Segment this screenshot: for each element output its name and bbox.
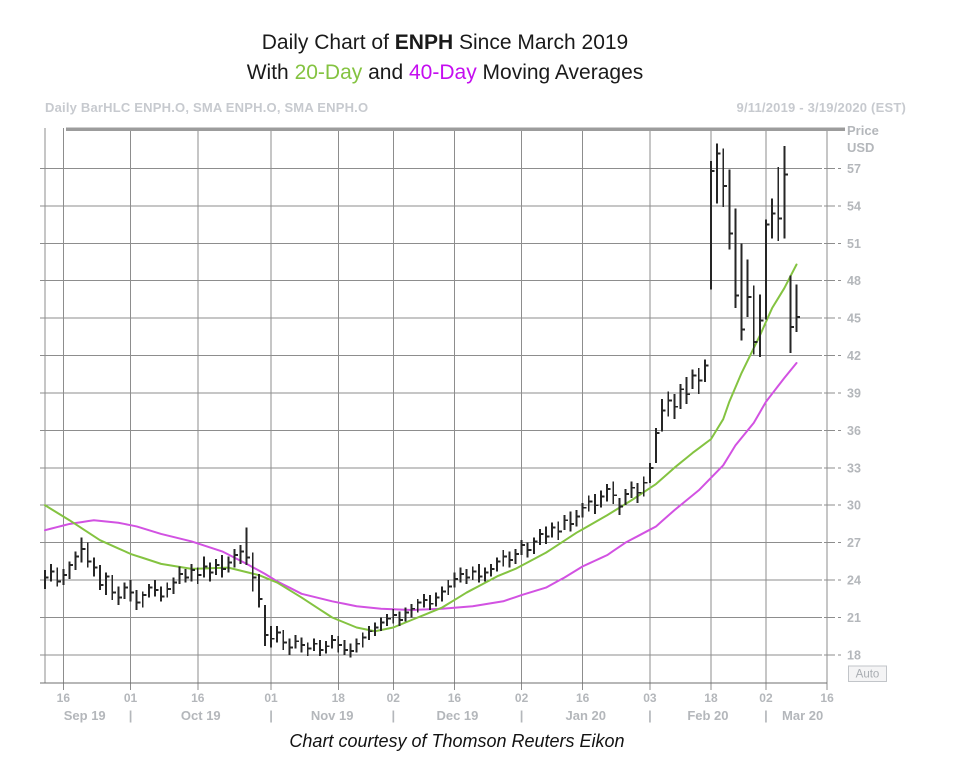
x-month-separator: | bbox=[269, 708, 273, 723]
x-month-label: Dec 19 bbox=[436, 708, 478, 723]
y-tick-label: 39 bbox=[847, 386, 861, 400]
x-tick-label: 16 bbox=[820, 691, 834, 705]
x-tick-label: 01 bbox=[124, 691, 138, 705]
x-tick-label: 02 bbox=[515, 691, 529, 705]
chart-title-line2: With 20-Day and 40-Day Moving Averages bbox=[0, 58, 890, 88]
y-tick-label: 33 bbox=[847, 461, 861, 475]
x-axis-labels: 16 01 16 01 18 02 16 02 16 03 18 02 16 Sep 19 Oct 19 No… bbox=[57, 691, 834, 723]
x-month-label: Feb 20 bbox=[687, 708, 728, 723]
ma20-title-label: 20-Day bbox=[294, 61, 363, 84]
x-tick-label: 16 bbox=[448, 691, 462, 705]
x-tick-label: 16 bbox=[576, 691, 590, 705]
title-line2-suffix: Moving Averages bbox=[476, 61, 644, 84]
y-tick-label: 42 bbox=[847, 349, 861, 363]
chart-title-line1: Daily Chart of ENPH Since March 2019 bbox=[0, 28, 890, 58]
x-month-separator: | bbox=[520, 708, 524, 723]
y-axis-title-usd: USD bbox=[847, 140, 874, 155]
price-bars bbox=[44, 143, 801, 658]
y-tick-label: 18 bbox=[847, 648, 861, 662]
title-ticker-symbol: ENPH bbox=[394, 31, 454, 54]
ma40-title-label: 40-Day bbox=[409, 61, 477, 84]
y-tick-label: 45 bbox=[847, 312, 861, 326]
x-tick-label: 16 bbox=[191, 691, 205, 705]
title-line2-prefix: With bbox=[246, 61, 295, 84]
x-tick-label: 03 bbox=[643, 691, 657, 705]
chart-date-range: 9/11/2019 - 3/19/2020 (EST) bbox=[736, 100, 906, 115]
title-prefix: Daily Chart of bbox=[261, 31, 395, 54]
chart-series-legend: Daily BarHLC ENPH.O, SMA ENPH.O, SMA ENP… bbox=[45, 100, 369, 115]
x-tick-label: 18 bbox=[332, 691, 346, 705]
x-tick-label: 18 bbox=[704, 691, 718, 705]
title-suffix: Since March 2019 bbox=[453, 31, 629, 54]
y-tick-label: 27 bbox=[847, 536, 861, 550]
x-tick-label: 02 bbox=[759, 691, 773, 705]
grid-lines bbox=[40, 128, 841, 690]
y-tick-label: 48 bbox=[847, 274, 861, 288]
y-tick-label: 21 bbox=[847, 611, 861, 625]
y-tick-label: 36 bbox=[847, 424, 861, 438]
y-axis-title-price: Price bbox=[847, 123, 879, 138]
auto-button-label: Auto bbox=[856, 669, 880, 681]
ma20-line bbox=[44, 263, 798, 633]
ma40-line bbox=[44, 362, 798, 612]
x-month-label: Nov 19 bbox=[311, 708, 354, 723]
auto-button-box[interactable] bbox=[848, 665, 887, 682]
y-tick-label: 30 bbox=[847, 499, 861, 513]
chart-title: Daily Chart of ENPH Since March 2019 Wit… bbox=[0, 28, 890, 88]
y-tick-label: 24 bbox=[847, 574, 861, 588]
x-month-separator: | bbox=[391, 708, 395, 723]
y-tick-label: 57 bbox=[847, 162, 861, 176]
title-line2-and: and bbox=[362, 61, 409, 84]
auto-scale-button[interactable]: Auto bbox=[848, 665, 887, 682]
x-month-label: Mar 20 bbox=[782, 708, 823, 723]
chart-source-caption: Chart courtesy of Thomson Reuters Eikon bbox=[289, 731, 625, 751]
x-tick-label: 16 bbox=[57, 691, 71, 705]
x-tick-label: 01 bbox=[264, 691, 278, 705]
y-tick-label: 54 bbox=[847, 199, 861, 213]
y-tick-label: 51 bbox=[847, 237, 861, 251]
x-month-label: Jan 20 bbox=[565, 708, 605, 723]
x-month-separator: | bbox=[129, 708, 133, 723]
y-axis-labels: Price USD 57 54 51 48 45 42 39 36 33 30 27 24 21 18 bbox=[847, 123, 879, 662]
x-month-label: Sep 19 bbox=[64, 708, 106, 723]
x-tick-label: 02 bbox=[387, 691, 401, 705]
x-month-separator: | bbox=[648, 708, 652, 723]
x-month-separator: | bbox=[764, 708, 768, 723]
x-month-label: Oct 19 bbox=[181, 708, 221, 723]
